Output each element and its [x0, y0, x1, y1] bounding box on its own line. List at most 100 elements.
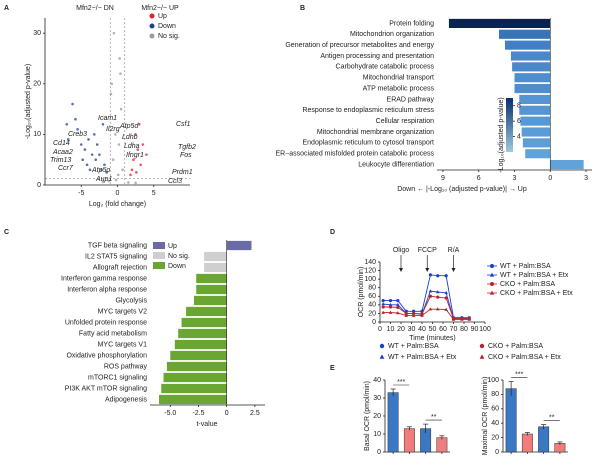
- point: [74, 117, 77, 121]
- x-axis-label: t-value: [196, 421, 217, 428]
- data-marker: [428, 307, 433, 311]
- bar: [193, 295, 227, 306]
- category-label: PI3K AKT mTOR signaling: [65, 385, 147, 392]
- significance-label: ***: [397, 379, 405, 386]
- y-tick-label: 140: [364, 259, 376, 266]
- point: [88, 168, 92, 172]
- data-marker: [404, 311, 408, 316]
- x-axis-label: Log₂ (fold change): [89, 201, 146, 208]
- legend-label: No sig.: [158, 33, 180, 40]
- y-tick-label: 80: [491, 391, 499, 398]
- bar: [196, 273, 227, 284]
- x-tick-label: 80: [460, 326, 468, 333]
- bar: [519, 105, 551, 115]
- x-tick-label: 3: [584, 175, 588, 182]
- y-tick-label: 40: [373, 377, 381, 384]
- category-label: Mitochondrial transport: [363, 75, 434, 82]
- gene-label: Icam1: [98, 115, 117, 122]
- category-label: Allograft rejection: [93, 264, 147, 271]
- point: [83, 148, 87, 151]
- y-axis-label: Maximal OCR (pmol/min): [482, 377, 489, 456]
- legend-label: CKO + Palm:BSA: [488, 343, 543, 350]
- x-tick-label: 5: [152, 190, 156, 197]
- gene-label: Tgfb2: [178, 144, 196, 151]
- data-marker: [435, 290, 440, 294]
- category-label: Mitochondrion organization: [350, 31, 434, 38]
- legend-label: Down: [168, 263, 186, 270]
- bar: [166, 361, 227, 372]
- point: [85, 163, 89, 167]
- significance-label: ***: [515, 371, 523, 378]
- point: [127, 181, 130, 184]
- series-line: [383, 274, 470, 319]
- data-marker: [444, 274, 448, 278]
- bar: [505, 388, 517, 453]
- point: [105, 171, 108, 174]
- category-label: MYC targets V1: [98, 341, 148, 348]
- injection-label: Oligo: [393, 247, 409, 254]
- category-label: Antigen processing and presentation: [320, 53, 434, 60]
- category-label: Cellular respiration: [376, 118, 434, 125]
- point: [103, 163, 106, 167]
- x-tick-label: 60: [439, 326, 447, 333]
- category-label: mTORC1 signaling: [88, 374, 147, 381]
- bar: [436, 437, 448, 453]
- bar: [403, 428, 415, 453]
- bar: [514, 73, 551, 83]
- data-marker: [428, 289, 433, 293]
- y-tick-label: 40: [491, 420, 499, 427]
- series-line: [383, 308, 470, 320]
- data-marker: [444, 290, 448, 295]
- data-marker: [404, 313, 409, 317]
- colorbar-label: -Log₁₀(adjusted p-value): [498, 97, 505, 172]
- gene-label: Cd14: [53, 140, 70, 147]
- y-tick-label: 30: [373, 395, 381, 402]
- x-tick-label: 20: [397, 326, 405, 333]
- injection-label: FCCP: [418, 247, 437, 254]
- point: [114, 178, 118, 182]
- point: [71, 102, 74, 106]
- y-tick-label: 0: [37, 182, 41, 189]
- legend-label: WT + Palm:BSA: [388, 343, 439, 350]
- point: [121, 168, 124, 172]
- bar: [178, 328, 227, 339]
- gene-label: Ccl3: [168, 178, 182, 185]
- point: [116, 173, 120, 177]
- point: [76, 128, 79, 131]
- significance-label: **: [549, 414, 555, 421]
- point: [66, 138, 70, 141]
- arrow-head: [451, 268, 456, 272]
- point: [90, 153, 94, 156]
- x-tick-label: 30: [408, 326, 416, 333]
- point: [81, 158, 84, 161]
- legend-label: CKO + Palm:BSA: [500, 281, 555, 288]
- data-marker: [411, 313, 416, 317]
- data-marker: [467, 317, 472, 321]
- bar: [448, 18, 551, 28]
- x-tick-label: 100: [479, 326, 491, 333]
- bar: [514, 84, 551, 94]
- panel-label: B: [300, 5, 305, 12]
- category-label: Generation of precursor metabolites and …: [285, 42, 434, 49]
- bar: [504, 40, 551, 50]
- data-marker: [460, 317, 464, 321]
- data-marker: [388, 298, 393, 303]
- point: [94, 158, 98, 161]
- point: [134, 133, 137, 136]
- category-label: ER−associated misfolded protein cataboli…: [275, 151, 434, 158]
- point: [136, 148, 140, 151]
- y-tick-label: 10: [373, 431, 381, 438]
- gene-label: Trim13: [50, 157, 71, 164]
- point: [129, 173, 132, 177]
- category-label: IL2 STAT5 signaling: [85, 253, 147, 260]
- x-tick-label: 0: [116, 190, 120, 197]
- legend-marker: [379, 343, 385, 349]
- category-label: Leukocyte differentiation: [358, 161, 434, 168]
- data-marker: [436, 274, 440, 278]
- x-tick-label: 50: [429, 326, 437, 333]
- point: [65, 122, 69, 126]
- gene-label: Prdm1: [172, 169, 193, 176]
- significance-label: **: [431, 414, 437, 421]
- category-label: ROS pathway: [104, 363, 148, 370]
- category-label: Carbohydrate catabolic process: [336, 64, 435, 71]
